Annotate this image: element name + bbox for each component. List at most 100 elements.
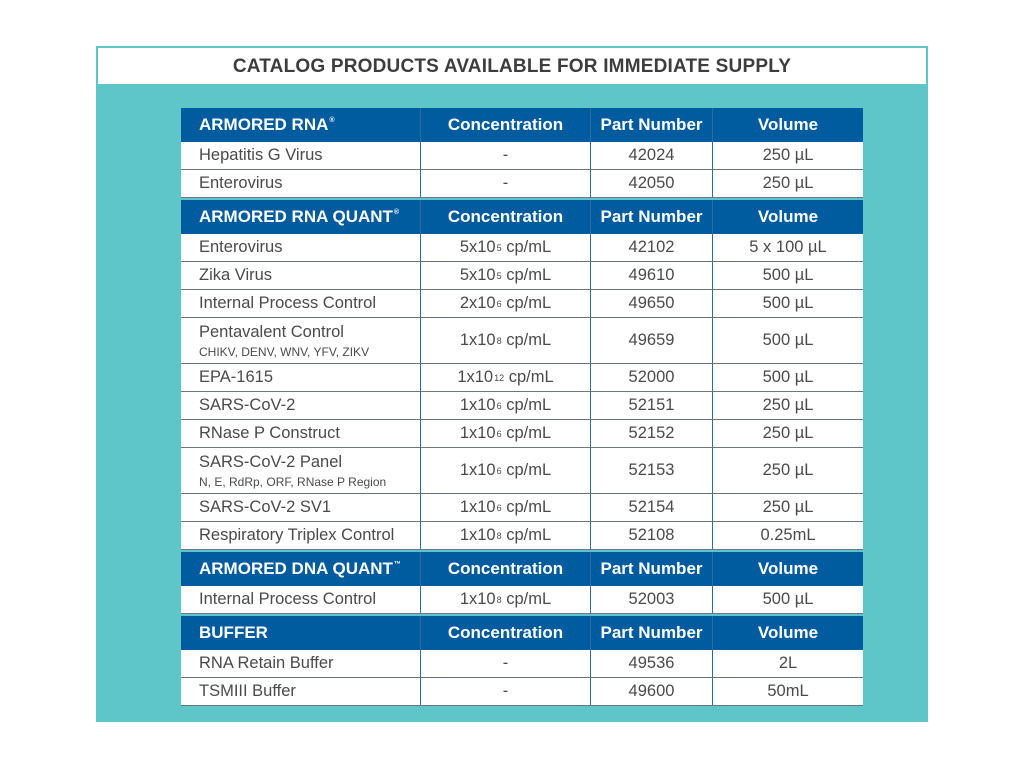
product-name: EPA-1615	[199, 368, 273, 386]
part-number-cell: 42024	[591, 142, 713, 169]
section-name: BUFFER	[199, 623, 268, 642]
column-header: Concentration	[421, 108, 591, 142]
column-header: Volume	[757, 115, 819, 134]
product-name: Respiratory Triplex Control	[199, 526, 395, 544]
concentration-unit: cp/mL	[501, 238, 552, 256]
volume-cell: 50mL	[767, 682, 809, 700]
concentration-cell: -	[421, 650, 591, 677]
product-name: TSMIII Buffer	[199, 682, 296, 700]
volume-cell: 250 µL	[762, 498, 814, 516]
volume-cell: 250 µL	[762, 396, 814, 414]
column-header: Concentration	[421, 616, 591, 650]
concentration-unit: cp/mL	[501, 331, 552, 349]
product-name: Internal Process Control	[199, 590, 376, 608]
product-cell: Internal Process Control	[181, 586, 421, 613]
product-name: Enterovirus	[199, 174, 283, 192]
product-cell: EPA-1615	[181, 364, 421, 391]
part-number-cell: 49536	[591, 650, 713, 677]
product-name: Internal Process Control	[199, 294, 376, 312]
table-row: RNA Retain Buffer -49536 2L	[181, 650, 863, 678]
table-row: EPA-1615 1x10 12 cp/mL 52000 500 µL	[181, 364, 863, 392]
volume-cell: 500 µL	[762, 266, 814, 284]
concentration-unit: cp/mL	[504, 368, 554, 386]
part-number-cell: 49650	[591, 290, 713, 317]
volume-cell: 500 µL	[762, 368, 814, 386]
section-header-row: ARMORED RNA QUANT® Concentration Part Numb…	[181, 200, 863, 234]
page-title: CATALOG PRODUCTS AVAILABLE FOR IMMEDIATE…	[98, 48, 926, 84]
concentration-cell: 1x10 6 cp/mL	[421, 392, 591, 419]
product-cell: TSMIII Buffer	[181, 678, 421, 705]
product-name: Hepatitis G Virus	[199, 146, 323, 164]
table-row: Pentavalent Control CHIKV, DENV, WNV, YFV…	[181, 318, 863, 364]
concentration-base: 1x10	[459, 526, 496, 544]
concentration-base: 5x10	[459, 238, 496, 256]
part-number-cell: 42050	[591, 170, 713, 197]
section-name: ARMORED DNA QUANT™	[199, 559, 401, 578]
table-row: Hepatitis G Virus -42024 250 µL	[181, 142, 863, 170]
concentration-base: 1x10	[459, 396, 496, 414]
product-name: Pentavalent Control	[199, 322, 344, 341]
concentration-exponent: 8	[496, 530, 502, 541]
concentration-exponent: 6	[496, 465, 502, 476]
volume-cell: 0.25mL	[760, 526, 816, 544]
product-subtitle: CHIKV, DENV, WNV, YFV, ZIKV	[199, 344, 370, 359]
part-number-cell: 52003	[591, 586, 713, 613]
volume-cell: 250 µL	[762, 424, 814, 442]
concentration-exponent: 8	[496, 335, 502, 346]
concentration-base: 1x10	[459, 461, 496, 479]
table-row: Zika Virus 5x10 5 cp/mL 49610 500 µL	[181, 262, 863, 290]
volume-cell: 250 µL	[762, 174, 814, 192]
product-name: RNase P Construct	[199, 424, 340, 442]
catalog-table: ARMORED RNA® Concentration Part Number Volu…	[181, 108, 863, 708]
product-cell: Pentavalent Control CHIKV, DENV, WNV, YFV…	[181, 318, 421, 363]
concentration-cell: 1x10 12 cp/mL	[421, 364, 591, 391]
concentration-cell: 1x10 8 cp/mL	[421, 522, 591, 549]
column-header: Part Number	[591, 108, 713, 142]
concentration-cell: -	[421, 170, 591, 197]
concentration-base: 1x10	[459, 331, 496, 349]
column-header: Volume	[757, 559, 819, 578]
section-title: ARMORED DNA QUANT™	[181, 552, 421, 586]
concentration-unit: cp/mL	[501, 396, 552, 414]
trademark-mark: ®	[329, 117, 335, 124]
product-cell: Respiratory Triplex Control	[181, 522, 421, 549]
concentration-unit: cp/mL	[501, 424, 552, 442]
concentration-exponent: 6	[496, 298, 502, 309]
column-header: Concentration	[421, 200, 591, 234]
table-section: BUFFER Concentration Part Number Volume RNA …	[181, 616, 863, 706]
column-header: Part Number	[591, 200, 713, 234]
concentration-exponent: 6	[496, 428, 502, 439]
concentration-exponent: 5	[496, 242, 502, 253]
section-name: ARMORED RNA®	[199, 115, 335, 134]
product-cell: SARS-CoV-2	[181, 392, 421, 419]
concentration-cell: 2x10 6 cp/mL	[421, 290, 591, 317]
concentration-base: 5x10	[459, 266, 496, 284]
table-row: RNase P Construct 1x10 6 cp/mL 52152 250 µL	[181, 420, 863, 448]
section-title: ARMORED RNA®	[181, 108, 421, 142]
section-name: ARMORED RNA QUANT®	[199, 207, 400, 226]
table-row: Internal Process Control 1x10 8 cp/mL 52003…	[181, 586, 863, 614]
product-cell: Zika Virus	[181, 262, 421, 289]
concentration-cell: 1x10 6 cp/mL	[421, 420, 591, 447]
column-header: Part Number	[591, 616, 713, 650]
table-row: SARS-CoV-2 Panel N, E, RdRp, ORF, RNase P…	[181, 448, 863, 494]
part-number-cell: 49610	[591, 262, 713, 289]
part-number-cell: 52108	[591, 522, 713, 549]
concentration-exponent: 6	[496, 400, 502, 411]
product-cell: Enterovirus	[181, 170, 421, 197]
part-number-cell: 52000	[591, 364, 713, 391]
column-header: Volume	[757, 623, 819, 642]
table-section: ARMORED RNA® Concentration Part Number Volu…	[181, 108, 863, 198]
part-number-cell: 52151	[591, 392, 713, 419]
volume-cell: 5 x 100 µL	[749, 238, 827, 256]
product-cell: Internal Process Control	[181, 290, 421, 317]
product-subtitle: N, E, RdRp, ORF, RNase P Region	[199, 474, 387, 489]
product-cell: Enterovirus	[181, 234, 421, 261]
concentration-unit: cp/mL	[501, 526, 552, 544]
part-number-cell: 52153	[591, 448, 713, 493]
section-header-row: ARMORED DNA QUANT™ Concentration Part Numb…	[181, 552, 863, 586]
table-row: SARS-CoV-2 SV1 1x10 6 cp/mL 52154 250 µL	[181, 494, 863, 522]
concentration-cell: 5x10 5 cp/mL	[421, 262, 591, 289]
concentration-unit: cp/mL	[501, 590, 552, 608]
product-cell: RNA Retain Buffer	[181, 650, 421, 677]
